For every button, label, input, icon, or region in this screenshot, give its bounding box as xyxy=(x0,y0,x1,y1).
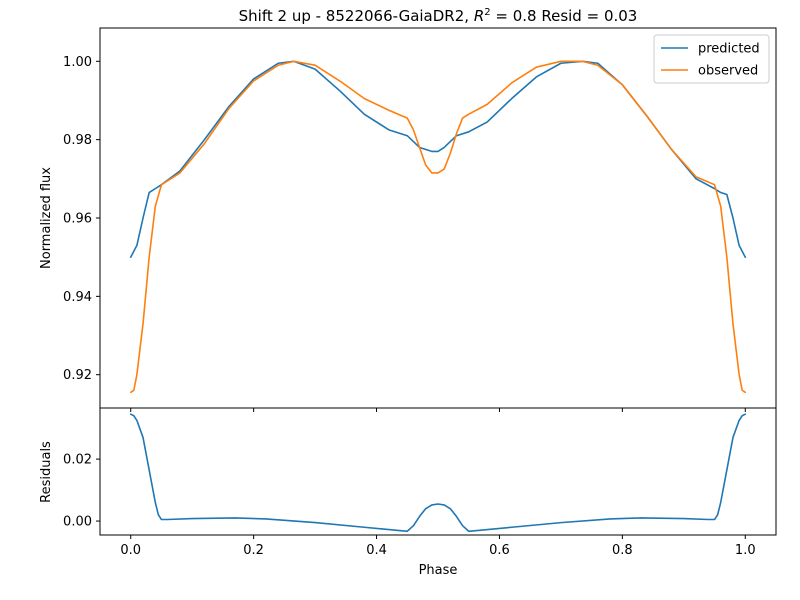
title-suffix: = 0.8 Resid = 0.03 xyxy=(491,7,638,25)
flux-series-predicted-line xyxy=(129,60,747,258)
flux-panel: 0.92 0.94 0.96 0.98 1.00 Normalized flux xyxy=(39,27,777,412)
legend-label-predicted: predicted xyxy=(698,42,760,57)
flux-ytick-label: 0.94 xyxy=(63,290,92,305)
residuals-series-residuals-line xyxy=(129,413,747,533)
flux-ytick-label: 0.96 xyxy=(63,212,92,227)
flux-ytick-label: 0.98 xyxy=(63,133,92,148)
title-prefix: Shift 2 up - 8522066-GaiaDR2, xyxy=(239,7,474,25)
x-axis-label: Phase xyxy=(419,563,458,578)
residuals-xtick-label: 0.2 xyxy=(243,543,264,558)
title-r-superscript: 2 xyxy=(484,7,490,18)
residuals-y-axis-label: Residuals xyxy=(39,441,54,503)
residuals-xtick-label: 0.4 xyxy=(366,543,387,558)
title-r-symbol: R xyxy=(474,7,484,25)
residuals-ytick-label: 0.02 xyxy=(63,453,92,468)
flux-series-observed-line xyxy=(129,60,747,394)
flux-y-axis-label: Normalized flux xyxy=(39,167,54,269)
flux-ytick-label: 1.00 xyxy=(63,55,92,70)
residuals-panel: 0.00 0.02 0.0 0.2 0.4 0.6 0.8 1.0 Residuals Ph… xyxy=(39,407,777,578)
chart-title: Shift 2 up - 8522066-GaiaDR2, R2 = 0.8 R… xyxy=(239,7,638,25)
residuals-panel-frame xyxy=(99,407,777,536)
residuals-xtick-label: 1.0 xyxy=(735,543,756,558)
legend: predicted observed xyxy=(653,34,770,84)
legend-label-observed: observed xyxy=(698,64,758,79)
residuals-ytick-label: 0.00 xyxy=(63,515,92,530)
flux-ytick-label: 0.92 xyxy=(63,368,92,383)
residuals-xtick-label: 0.8 xyxy=(612,543,633,558)
legend-box xyxy=(653,34,770,84)
residuals-xtick-label: 0.0 xyxy=(120,543,141,558)
residuals-xtick-label: 0.6 xyxy=(489,543,510,558)
